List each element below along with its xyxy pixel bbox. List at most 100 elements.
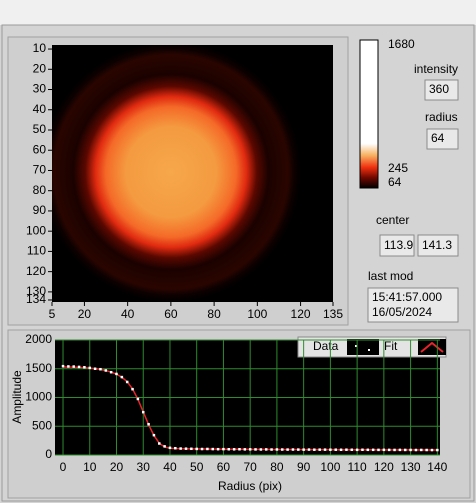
image-x-tick-label: 20 bbox=[78, 307, 92, 321]
last-mod-label: last mod bbox=[368, 269, 413, 283]
data-point bbox=[281, 448, 284, 451]
data-point bbox=[297, 448, 300, 451]
data-point bbox=[168, 446, 172, 450]
y-axis-label: Amplitude bbox=[10, 370, 24, 424]
image-x-tick-label: 40 bbox=[121, 307, 135, 321]
x-tick-label: 50 bbox=[190, 460, 204, 474]
image-x-tick-label: 135 bbox=[323, 307, 343, 321]
image-y-tick-label: 130 bbox=[26, 284, 46, 298]
data-point bbox=[179, 447, 182, 450]
data-point bbox=[206, 447, 209, 451]
data-point bbox=[307, 448, 311, 451]
image-y-tick-label: 30 bbox=[33, 82, 47, 96]
data-point bbox=[77, 365, 81, 369]
data-point bbox=[355, 448, 359, 452]
data-point bbox=[377, 448, 380, 452]
x-tick-label: 140 bbox=[427, 460, 447, 474]
y-tick-label: 2000 bbox=[25, 332, 52, 346]
intensity-label: intensity bbox=[414, 62, 458, 76]
title-strip bbox=[0, 0, 476, 25]
data-point bbox=[275, 448, 279, 451]
y-tick-label: 0 bbox=[45, 447, 52, 461]
y-tick-label: 1000 bbox=[25, 390, 52, 404]
data-point bbox=[232, 448, 236, 451]
data-point bbox=[248, 448, 252, 451]
data-point bbox=[393, 448, 396, 452]
x-tick-label: 80 bbox=[270, 460, 284, 474]
image-y-tick-label: 20 bbox=[33, 61, 47, 75]
intensity-value: 360 bbox=[429, 82, 449, 96]
data-point bbox=[222, 447, 225, 451]
data-point bbox=[334, 448, 337, 451]
data-point bbox=[216, 447, 220, 451]
radius-value: 64 bbox=[431, 131, 445, 145]
legend-icon-dot bbox=[368, 349, 370, 351]
center-y-indicator bbox=[417, 234, 459, 257]
data-point bbox=[93, 367, 97, 370]
data-point bbox=[195, 447, 198, 451]
data-point bbox=[329, 448, 332, 451]
data-point bbox=[414, 448, 418, 452]
image-y-tick-label: 60 bbox=[33, 142, 47, 156]
data-point bbox=[83, 366, 86, 369]
data-point bbox=[382, 448, 386, 452]
data-point bbox=[409, 448, 412, 452]
x-tick-label: 110 bbox=[348, 460, 367, 474]
data-point bbox=[72, 365, 75, 368]
image-x-tick-label: 5 bbox=[49, 307, 56, 321]
image-x-tick-label: 120 bbox=[291, 307, 311, 321]
data-point bbox=[99, 367, 102, 371]
data-point bbox=[403, 448, 407, 452]
image-y-tick-label: 110 bbox=[27, 244, 46, 258]
data-point bbox=[174, 446, 177, 450]
data-point bbox=[136, 397, 140, 401]
data-point bbox=[361, 448, 364, 452]
x-tick-label: 10 bbox=[83, 460, 97, 474]
image-y-tick-label: 50 bbox=[33, 122, 47, 136]
x-tick-label: 0 bbox=[60, 460, 67, 474]
data-point bbox=[61, 364, 65, 368]
image-y-tick-label: 100 bbox=[26, 223, 46, 237]
data-point bbox=[302, 448, 305, 451]
radius-label: radius bbox=[425, 110, 458, 124]
image-y-tick-label: 120 bbox=[26, 264, 46, 278]
center-x-indicator bbox=[379, 234, 415, 257]
x-axis-label: Radius (pix) bbox=[218, 479, 282, 493]
data-point bbox=[366, 448, 370, 452]
intensity-image bbox=[52, 45, 333, 302]
data-point bbox=[350, 448, 354, 452]
x-tick-label: 70 bbox=[243, 460, 257, 474]
data-point bbox=[88, 366, 92, 370]
last-mod-date: 16/05/2024 bbox=[372, 305, 432, 319]
image-y-tick-label: 80 bbox=[33, 183, 47, 197]
legend-icon-line bbox=[420, 341, 444, 353]
data-point bbox=[190, 447, 193, 451]
data-point bbox=[104, 369, 108, 372]
x-tick-label: 120 bbox=[374, 460, 394, 474]
data-point bbox=[125, 380, 129, 384]
image-y-tick-label: 40 bbox=[33, 102, 47, 116]
data-point bbox=[270, 448, 273, 451]
last-mod-indicator bbox=[367, 287, 459, 323]
legend-icon-fit bbox=[418, 339, 446, 355]
data-point bbox=[425, 448, 428, 452]
image-y-tick-label: 70 bbox=[33, 163, 47, 177]
data-point bbox=[318, 448, 321, 451]
data-point bbox=[323, 448, 327, 451]
data-point bbox=[163, 445, 166, 448]
image-y-tick-label: 90 bbox=[33, 203, 47, 217]
colorbar-tick-label: 64 bbox=[388, 175, 402, 189]
data-point bbox=[120, 375, 124, 379]
legend-icon-dot bbox=[355, 345, 357, 347]
data-point bbox=[238, 448, 241, 451]
data-point bbox=[152, 433, 156, 437]
center-y-value: 141.3 bbox=[422, 238, 452, 252]
x-tick-label: 100 bbox=[320, 460, 340, 474]
data-point bbox=[291, 448, 295, 451]
data-point bbox=[371, 448, 375, 452]
data-point bbox=[339, 448, 343, 452]
data-point bbox=[430, 448, 434, 452]
radius-indicator bbox=[426, 128, 459, 150]
data-point bbox=[115, 372, 118, 376]
data-point bbox=[345, 448, 348, 451]
